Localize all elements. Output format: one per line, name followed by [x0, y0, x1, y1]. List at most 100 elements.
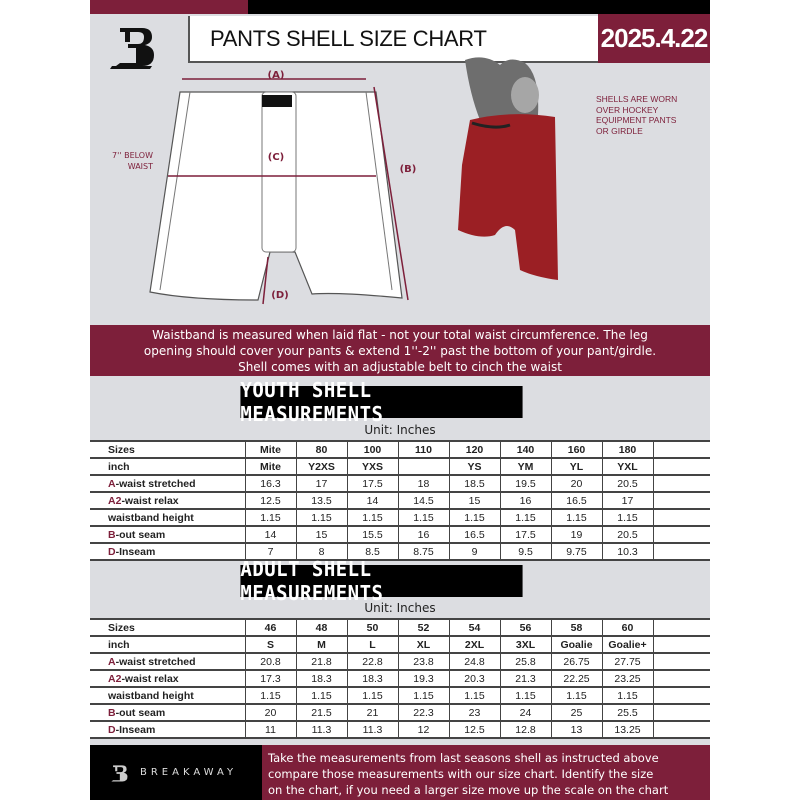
table-cell: 9.5: [500, 543, 552, 561]
table-row: D-Inseam 11 11.3 11.3 12 12.5 12.8 13 13.25: [90, 721, 710, 739]
table-cell: 21.5: [296, 704, 348, 722]
banner-line: opening should cover your pants & extend…: [143, 344, 657, 358]
row-label: A2-waist relax: [90, 670, 246, 688]
table-cell: [398, 458, 450, 476]
table-cell: 16.5: [449, 526, 501, 544]
table-cell: 52: [398, 618, 450, 637]
row-label: A2-waist relax: [90, 492, 246, 510]
table-spacer: [653, 509, 710, 527]
table-cell: 1.15: [449, 687, 501, 705]
table-cell: 48: [296, 618, 348, 637]
row-label: inch: [90, 636, 246, 654]
table-cell: 1.15: [398, 687, 450, 705]
table-cell: Y2XS: [296, 458, 348, 476]
table-cell: 23.8: [398, 653, 450, 671]
table-cell: 23: [449, 704, 501, 722]
measure-code: B: [108, 706, 116, 719]
table-cell: 17.5: [347, 475, 399, 493]
label-c: (C): [268, 152, 284, 163]
date-badge: 2025.4.22: [598, 14, 710, 63]
measure-code: D: [108, 723, 116, 736]
table-spacer: [653, 687, 710, 705]
row-label: D-Inseam: [90, 721, 246, 739]
table-cell: 17.3: [245, 670, 297, 688]
table-cell: 14: [245, 526, 297, 544]
row-label: waistband height: [90, 509, 246, 527]
measure-name: Sizes: [108, 443, 135, 456]
banner-line: Waistband is measured when laid flat - n…: [152, 328, 648, 342]
table-row: A2-waist relax 12.5 13.5 14 14.5 15 16 16.5 17: [90, 492, 710, 510]
measure-name: -Inseam: [115, 545, 156, 558]
table-cell: 20: [245, 704, 297, 722]
table-cell: 12.8: [500, 721, 552, 739]
row-label: B-out seam: [90, 704, 246, 722]
table-row: inch Mite Y2XS YXS YS YM YL YXL: [90, 458, 710, 476]
breakaway-logo-icon: [111, 764, 128, 781]
measure-code: B: [108, 528, 116, 541]
table-cell: XL: [398, 636, 450, 654]
table-cell: 22.8: [347, 653, 399, 671]
footer-instructions: Take the measurements from last seasons …: [262, 745, 710, 800]
table-row: A-waist stretched 16.3 17 17.5 18 18.5 19.5 20 2…: [90, 475, 710, 493]
table-cell: 19.5: [500, 475, 552, 493]
table-cell: 9.75: [551, 543, 603, 561]
table-row: waistband height 1.15 1.15 1.15 1.15 1.15 1.15…: [90, 509, 710, 527]
measure-code: A2: [108, 672, 122, 685]
table-row: A2-waist relax 17.3 18.3 18.3 19.3 20.3 21.3 22…: [90, 670, 710, 688]
row-label: D-Inseam: [90, 543, 246, 561]
measure-name: -waist relax: [121, 494, 179, 507]
table-cell: 14: [347, 492, 399, 510]
measure-code: A2: [108, 494, 122, 507]
c-note-line1: 7'' BELOW: [112, 151, 153, 160]
table-cell: 80: [296, 440, 348, 459]
table-cell: 3XL: [500, 636, 552, 654]
table-cell: Goalie: [551, 636, 603, 654]
table-cell: 25.8: [500, 653, 552, 671]
table-cell: YM: [500, 458, 552, 476]
measure-name: -out seam: [115, 528, 166, 541]
youth-size-table: Sizes Mite 80 100 110 120 140 160 180 inch Mite Y2X…: [90, 440, 710, 561]
table-spacer: [653, 636, 710, 654]
table-cell: 14.5: [398, 492, 450, 510]
table-cell: YXL: [602, 458, 654, 476]
table-cell: Mite: [245, 440, 297, 459]
table-cell: 58: [551, 618, 603, 637]
label-b: (B): [400, 164, 417, 175]
table-cell: 1.15: [296, 687, 348, 705]
table-cell: 46: [245, 618, 297, 637]
table-cell: 23.25: [602, 670, 654, 688]
table-cell: 1.15: [347, 509, 399, 527]
table-cell: YXS: [347, 458, 399, 476]
table-row: D-Inseam 7 8 8.5 8.75 9 9.5 9.75 10.3: [90, 543, 710, 561]
table-row: waistband height 1.15 1.15 1.15 1.15 1.15 1.15…: [90, 687, 710, 705]
pants-shell-photo: [458, 57, 558, 280]
table-cell: 13.25: [602, 721, 654, 739]
photo-note: SHELLS ARE WORN OVER HOCKEY EQUIPMENT PA…: [596, 94, 706, 136]
footer-line: Take the measurements from last seasons …: [268, 751, 659, 765]
size-chart-page: PANTS SHELL SIZE CHART 2025.4.22 (A) (C)…: [90, 0, 710, 800]
table-spacer: [653, 704, 710, 722]
table-spacer: [653, 618, 710, 637]
table-cell: 20.5: [602, 526, 654, 544]
measure-name: waistband height: [108, 689, 194, 702]
measure-code: D: [108, 545, 116, 558]
table-row: B-out seam 20 21.5 21 22.3 23 24 25 25.5: [90, 704, 710, 722]
measure-name: -waist stretched: [115, 477, 196, 490]
table-cell: L: [347, 636, 399, 654]
table-cell: 20: [551, 475, 603, 493]
table-cell: 1.15: [347, 687, 399, 705]
page-title: PANTS SHELL SIZE CHART: [188, 16, 600, 63]
table-spacer: [653, 526, 710, 544]
table-row: B-out seam 14 15 15.5 16 16.5 17.5 19 20.5: [90, 526, 710, 544]
table-cell: 17: [296, 475, 348, 493]
table-cell: 25.5: [602, 704, 654, 722]
top-bar: [248, 0, 710, 14]
table-cell: 50: [347, 618, 399, 637]
table-spacer: [653, 492, 710, 510]
table-cell: 17.5: [500, 526, 552, 544]
table-cell: 18.5: [449, 475, 501, 493]
table-cell: 1.15: [602, 687, 654, 705]
table-cell: 16.3: [245, 475, 297, 493]
row-label: waistband height: [90, 687, 246, 705]
table-cell: 11.3: [347, 721, 399, 739]
